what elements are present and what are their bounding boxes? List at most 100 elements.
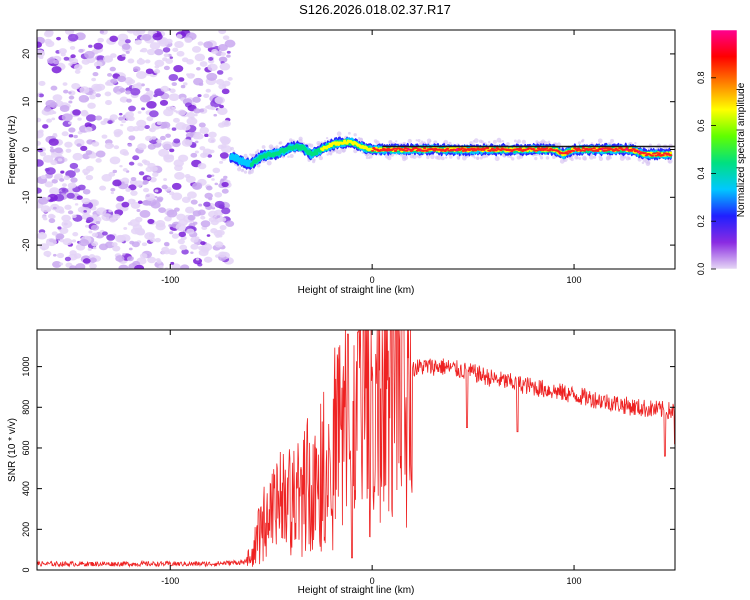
- noise-blob: [178, 218, 188, 226]
- noise-blob: [219, 62, 231, 71]
- ridge-peak: [407, 148, 410, 151]
- ridge-cell: [414, 147, 418, 150]
- noise-blob: [70, 54, 76, 59]
- noise-blob: [132, 66, 141, 72]
- noise-blob: [46, 208, 52, 212]
- noise-blob: [156, 121, 162, 126]
- noise-blob: [205, 105, 210, 109]
- noise-blob: [162, 47, 171, 53]
- noise-blob: [210, 174, 215, 177]
- noise-blob: [149, 42, 161, 50]
- noise-blob: [145, 68, 154, 75]
- noise-blob: [54, 147, 63, 154]
- noise-blob: [172, 47, 179, 53]
- noise-blob: [96, 55, 106, 62]
- ridge-halo: [552, 155, 556, 160]
- noise-blob: [170, 261, 175, 265]
- noise-blob: [95, 220, 101, 225]
- noise-blob: [127, 222, 133, 226]
- ridge-cell: [596, 149, 600, 152]
- noise-blob: [161, 141, 173, 150]
- noise-blob: [185, 175, 196, 184]
- noise-blob: [42, 124, 49, 129]
- ridge-halo: [634, 142, 637, 145]
- ridge-cell: [385, 149, 389, 152]
- noise-blob: [109, 156, 121, 165]
- noise-blob: [163, 65, 170, 71]
- ridge-halo: [395, 140, 398, 143]
- ridge-halo: [353, 133, 357, 137]
- noise-blob: [152, 32, 163, 41]
- noise-blob: [109, 35, 119, 42]
- noise-blob: [154, 65, 160, 69]
- noise-blob: [199, 146, 206, 151]
- ridge-halo: [608, 156, 611, 159]
- noise-blob: [108, 171, 116, 177]
- noise-blob: [190, 236, 199, 243]
- noise-blob: [83, 172, 88, 176]
- ridge-halo: [619, 155, 625, 161]
- ridge-cell: [490, 147, 495, 150]
- spectrogram-x-tick-label: 0: [370, 275, 375, 285]
- ridge-halo: [261, 145, 266, 149]
- noise-blob: [99, 30, 105, 34]
- noise-blob: [186, 111, 196, 119]
- ridge-halo: [256, 149, 260, 153]
- noise-blob: [137, 162, 143, 167]
- ridge-cell: [565, 152, 570, 155]
- noise-blob: [37, 117, 42, 123]
- noise-blob: [63, 56, 70, 61]
- noise-blob: [46, 196, 51, 200]
- noise-blob: [51, 178, 58, 184]
- ridge-cell: [482, 148, 486, 151]
- noise-blob: [61, 214, 71, 222]
- noise-blob: [221, 181, 229, 188]
- snr-y-label: SNR (10 * v/v): [7, 418, 18, 482]
- noise-blob: [163, 108, 174, 117]
- ridge-halo: [645, 161, 651, 166]
- snr-x-tick-label: -100: [161, 576, 179, 586]
- noise-blob: [128, 105, 136, 112]
- noise-blob: [153, 69, 161, 74]
- noise-blob: [220, 178, 225, 182]
- ridge-halo: [426, 155, 430, 160]
- noise-blob: [203, 256, 213, 263]
- noise-blob: [73, 168, 81, 173]
- ridge-halo: [648, 143, 652, 147]
- ridge-halo: [593, 155, 597, 159]
- noise-blob: [138, 171, 145, 176]
- noise-blob: [155, 220, 166, 228]
- ridge-halo: [268, 144, 274, 150]
- ridge-halo: [539, 154, 542, 157]
- noise-blob: [38, 80, 46, 86]
- snr-y-tick-label: 0: [21, 567, 31, 572]
- noise-blob: [146, 116, 154, 122]
- ridge-cell: [315, 151, 319, 156]
- noise-blob: [79, 86, 90, 94]
- noise-blob: [112, 179, 122, 187]
- noise-blob: [55, 233, 65, 240]
- ridge-halo: [402, 155, 407, 160]
- noise-blob: [217, 44, 228, 52]
- noise-blob: [67, 121, 72, 125]
- figure-title: S126.2026.018.02.37.R17: [299, 2, 451, 17]
- noise-blob: [223, 175, 228, 180]
- colorbar-label: Normalized spectral amplitude: [736, 82, 747, 217]
- noise-blob: [92, 71, 99, 77]
- ridge-halo: [545, 156, 550, 160]
- ridge-halo: [597, 138, 603, 144]
- noise-blob: [124, 180, 129, 184]
- snr-y-axis: 0 200 400 600 800 1000: [21, 357, 675, 573]
- ridge-halo: [347, 131, 351, 135]
- ridge-halo: [473, 138, 479, 144]
- noise-blob: [156, 197, 163, 203]
- ridge-halo: [336, 131, 342, 137]
- noise-blob: [52, 206, 57, 210]
- noise-blob: [76, 143, 82, 147]
- ridge-halo: [667, 158, 673, 164]
- noise-blob: [174, 40, 184, 48]
- noise-blob: [136, 119, 147, 128]
- spectrogram-y-tick-label: 0: [21, 147, 31, 152]
- noise-blob: [119, 164, 123, 168]
- noise-blob: [219, 152, 229, 159]
